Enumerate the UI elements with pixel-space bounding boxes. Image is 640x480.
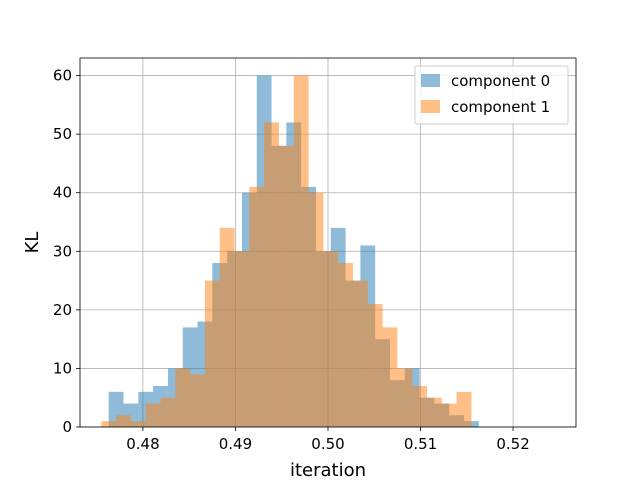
x-tick-label: 0.52 <box>496 435 529 453</box>
histogram-bars <box>101 75 479 428</box>
y-tick-label: 0 <box>62 418 72 436</box>
grid-lines <box>80 58 576 428</box>
histogram-bar-component-1 <box>278 145 294 427</box>
histogram-bar-component-1 <box>101 421 117 427</box>
histogram-bar-component-1 <box>175 368 191 427</box>
legend-box <box>414 65 569 125</box>
histogram-bar-component-1 <box>204 280 220 427</box>
histogram-bar-component-1 <box>293 75 309 428</box>
legend-swatch-component-0 <box>421 74 440 87</box>
histogram-bar-component-1 <box>397 368 413 427</box>
y-tick-label: 20 <box>53 301 72 319</box>
y-tick-label: 40 <box>53 184 72 202</box>
y-axis-label: KL <box>22 232 43 254</box>
histogram-bar-component-1 <box>412 386 428 427</box>
histogram-bar-component-1 <box>338 263 353 427</box>
histogram-bar-component-1 <box>308 192 324 427</box>
histogram-bar-component-1 <box>441 403 457 427</box>
x-tick-label: 0.49 <box>219 435 252 453</box>
histogram-bar-component-1 <box>427 397 442 427</box>
legend-label-component-1: component 1 <box>451 98 550 116</box>
histogram-bar-component-1 <box>323 251 339 427</box>
x-tick-label: 0.51 <box>404 435 437 453</box>
histogram-bar-component-1 <box>456 391 472 427</box>
x-tick-label: 0.48 <box>126 435 159 453</box>
histogram-bar-component-1 <box>219 227 235 427</box>
histogram-bar-component-1 <box>249 186 265 427</box>
legend-label-component-0: component 0 <box>451 72 550 90</box>
histogram-bar-component-1 <box>382 327 398 427</box>
histogram-bar-component-1 <box>367 304 383 427</box>
x-axis-label: iteration <box>290 460 366 480</box>
legend-swatch-component-1 <box>421 100 440 113</box>
histogram-bar-component-1 <box>145 403 161 427</box>
x-tick-label: 0.50 <box>311 435 344 453</box>
y-tick-label: 50 <box>53 125 72 143</box>
histogram-bar-component-1 <box>160 397 176 427</box>
histogram-bar-component-1 <box>190 374 205 427</box>
histogram-bar-component-1 <box>352 280 368 427</box>
histogram-bar-component-1 <box>234 251 250 427</box>
axis-ticks: 0.48 0.49 0.50 0.51 0.52 0 10 20 30 40 50 60 <box>53 67 530 453</box>
y-tick-label: 10 <box>53 359 72 377</box>
y-tick-label: 30 <box>53 242 72 260</box>
legend: component 0 component 1 <box>414 65 569 125</box>
histogram-bar-component-1 <box>130 421 146 427</box>
y-tick-label: 60 <box>53 67 72 85</box>
histogram-bar-component-1 <box>264 122 279 427</box>
histogram-bar-component-1 <box>116 415 131 427</box>
